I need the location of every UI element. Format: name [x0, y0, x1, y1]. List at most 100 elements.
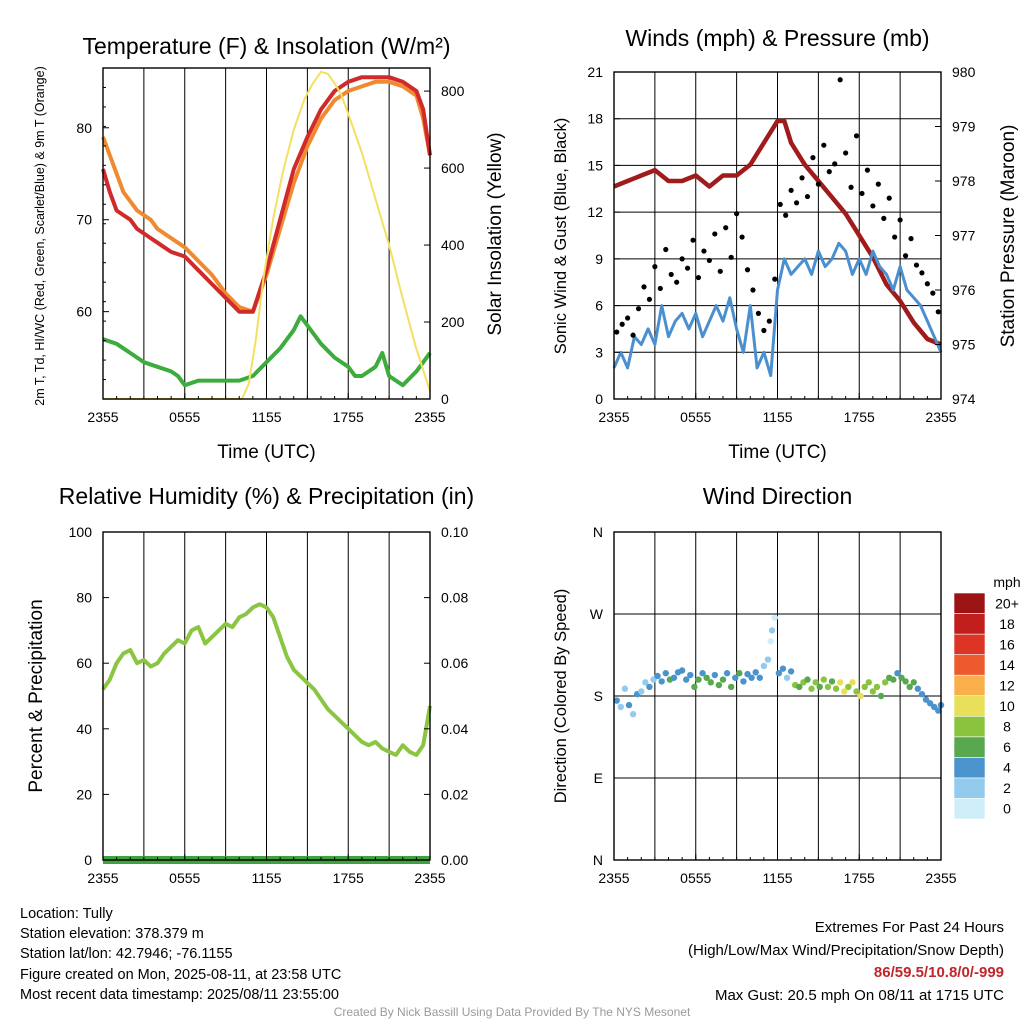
direction-point	[715, 681, 723, 689]
credit-line: Created By Nick Bassill Using Data Provi…	[333, 1005, 691, 1019]
direction-ytick-label: N	[593, 852, 603, 868]
winds-gust-point	[815, 181, 821, 187]
direction-point	[787, 668, 795, 675]
winds-gust-point	[859, 190, 865, 197]
direction-point	[812, 679, 819, 686]
direction-point	[930, 703, 938, 711]
winds-y2tick-label: 974	[952, 391, 976, 407]
winds-gust-point	[734, 211, 740, 217]
direction-point	[828, 678, 836, 685]
recent-timestamp: Most recent data timestamp: 2025/08/11 2…	[20, 986, 339, 1003]
direction-point	[723, 670, 731, 677]
winds-gust-point	[755, 310, 762, 316]
winds-gust-point	[674, 279, 680, 285]
winds-gust-point	[843, 150, 849, 156]
temperature-xtick-label: 2355	[414, 409, 445, 425]
colorbar-label: 18	[999, 616, 1015, 632]
humidity-y2tick-label: 0.10	[441, 524, 468, 540]
temperature-xtick-label: 2355	[87, 409, 118, 425]
winds-gust-point	[641, 284, 647, 290]
colorbar-label: 20+	[995, 595, 1019, 611]
winds-gust-point	[690, 237, 696, 243]
humidity-xtick-label: 1155	[251, 870, 281, 886]
direction-xtick-label: 0555	[680, 870, 711, 886]
winds-gust-point	[919, 270, 925, 276]
winds-gust-point	[761, 327, 767, 334]
colorbar-label: 12	[999, 677, 1015, 693]
winds-gust-point	[897, 217, 903, 223]
winds-gust-point	[853, 133, 860, 139]
colorbar-swatch	[953, 592, 986, 614]
extremes-values: 86/59.5/10.8/0/-999	[873, 964, 1004, 981]
temperature-frame	[143, 68, 390, 399]
colorbar-label: 14	[999, 657, 1015, 673]
winds-gust-point	[783, 212, 789, 218]
direction-point	[869, 688, 877, 695]
direction-point	[646, 683, 653, 691]
winds-line-pressure	[613, 118, 942, 347]
extremes-block: Extremes For Past 24 Hours (High/Low/Max…	[688, 917, 1004, 1007]
winds-y2tick-label: 978	[952, 173, 976, 189]
colorbar-label: 8	[1003, 719, 1011, 735]
winds-gust-point	[772, 276, 778, 282]
temperature-ylabel: 2m T, Td, HI/WC (Red, Green, Scarlet/Blu…	[33, 66, 47, 405]
winds-gust-point	[657, 285, 663, 292]
colorbar-swatch	[953, 695, 986, 717]
extremes-subtitle: (High/Low/Max Wind/Precipitation/Snow De…	[688, 941, 1004, 959]
temperature-y2tick-label: 600	[441, 160, 465, 176]
winds-frame	[654, 72, 901, 399]
station-elevation: Station elevation: 378.379 m	[20, 926, 204, 943]
winds-gust-point	[799, 175, 805, 181]
direction-point	[621, 685, 629, 692]
direction-point	[804, 676, 811, 683]
direction-point	[926, 700, 934, 707]
direction-point	[740, 678, 747, 685]
direction-point	[771, 614, 778, 621]
humidity-ytick-label: 100	[69, 524, 93, 540]
direction-title: Wind Direction	[703, 483, 853, 509]
colorbar-swatch	[953, 798, 986, 820]
winds-gust-point	[619, 321, 625, 327]
winds-gust-point	[679, 256, 685, 262]
direction-point	[707, 679, 714, 686]
colorbar-label: 6	[1003, 739, 1011, 755]
direction-point	[650, 676, 657, 683]
direction-ylabel: Direction (Colored By Speed)	[552, 589, 570, 804]
direction-point	[836, 679, 844, 686]
winds-ytick-label: 3	[595, 344, 603, 360]
direction-point	[845, 683, 852, 691]
direction-point	[687, 671, 694, 679]
winds-gust-point	[837, 77, 843, 83]
direction-point	[613, 697, 620, 704]
direction-point	[890, 676, 897, 683]
direction-point	[877, 692, 885, 700]
colorbar-label: 0	[1003, 801, 1011, 817]
direction-point	[849, 679, 856, 686]
winds-gust-point	[744, 267, 751, 273]
direction-point	[902, 678, 909, 685]
direction-point	[642, 679, 649, 686]
direction-point	[873, 683, 881, 691]
winds-ylabel: Sonic Wind & Gust (Blue, Black)	[552, 118, 570, 355]
humidity-ytick-label: 20	[76, 786, 92, 802]
direction-point	[865, 679, 872, 686]
direction-xtick-label: 2355	[925, 870, 956, 886]
colorbar-swatch	[953, 654, 986, 676]
winds-y2tick-label: 975	[952, 337, 976, 353]
direction-point	[808, 685, 815, 692]
winds-gust-point	[810, 155, 816, 161]
direction-point	[918, 690, 926, 698]
station-location: Location: Tully	[20, 906, 113, 922]
humidity-xtick-label: 2355	[87, 870, 118, 886]
max-gust: Max Gust: 20.5 mph On 08/11 at 1715 UTC	[714, 986, 1004, 1004]
winds-ytick-label: 9	[595, 251, 603, 267]
direction-point	[662, 670, 669, 677]
temperature-y2label: Solar Insolation (Yellow)	[485, 132, 506, 335]
temperature-xlabel: Time (UTC)	[217, 442, 316, 463]
direction-xtick-label: 2355	[598, 870, 629, 886]
direction-point	[853, 688, 860, 695]
direction-point	[820, 676, 828, 683]
winds-gust-point	[902, 253, 909, 259]
winds-gust-point	[793, 200, 800, 206]
winds-gust-point	[695, 274, 702, 281]
